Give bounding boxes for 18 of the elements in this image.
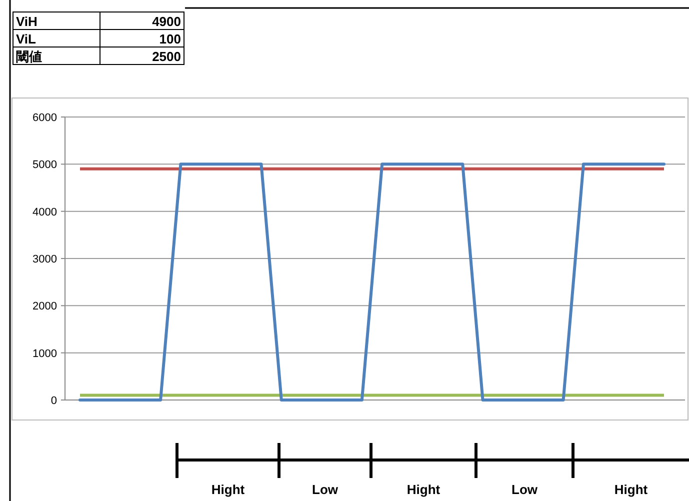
y-tick-label: 4000 — [32, 206, 57, 218]
text: Hight — [406, 482, 441, 497]
text: Hight — [211, 482, 246, 497]
text: 2500 — [152, 49, 181, 64]
text: Low — [512, 482, 538, 497]
text: ViH — [16, 14, 38, 29]
y-tick-label: 0 — [50, 395, 57, 407]
y-tick-label: 2000 — [32, 300, 57, 313]
text: 4900 — [152, 14, 181, 29]
y-tick-label: 5000 — [32, 159, 57, 172]
text: Hight — [614, 482, 648, 497]
text: 閾値 — [16, 49, 42, 64]
y-tick-label: 3000 — [32, 254, 57, 266]
y-tick-label: 1000 — [32, 348, 57, 360]
text: ViL — [16, 32, 36, 46]
y-tick-label: 6000 — [32, 112, 57, 124]
text: Low — [312, 482, 339, 497]
text: 100 — [159, 32, 181, 46]
